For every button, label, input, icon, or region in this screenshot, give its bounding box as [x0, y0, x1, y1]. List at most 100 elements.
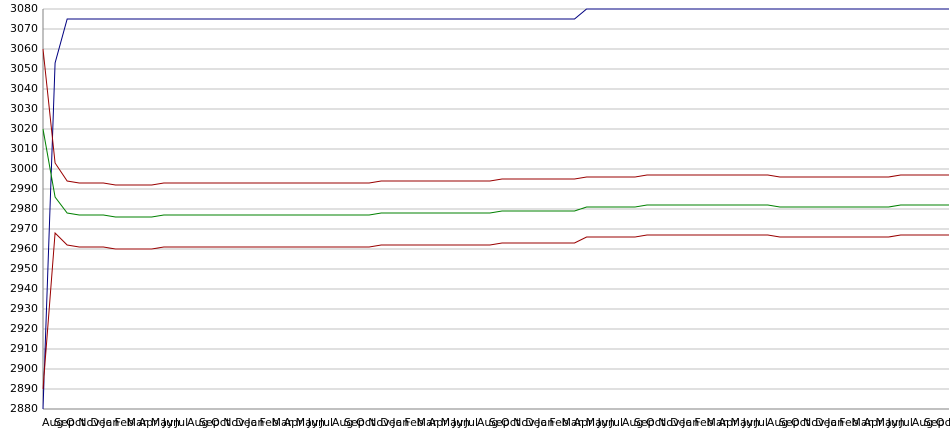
- x-tick-label: Dec: [815, 416, 836, 429]
- x-tick-label: Aug: [42, 416, 63, 429]
- y-tick-label: 2990: [10, 182, 38, 195]
- y-tick-label: 3070: [10, 22, 38, 35]
- x-tick-label: Apr: [139, 416, 159, 429]
- x-tick-label: Nov: [78, 416, 100, 429]
- x-tick-label: Jun: [597, 416, 615, 429]
- x-tick-label: Aug: [912, 416, 933, 429]
- y-tick-label: 2940: [10, 282, 38, 295]
- x-tick-label: Nov: [368, 416, 390, 429]
- y-tick-label: 3050: [10, 62, 38, 75]
- x-tick-label: Jan: [101, 416, 119, 429]
- y-tick-label: 3020: [10, 122, 38, 135]
- x-tick-label: Sep: [54, 416, 75, 429]
- x-tick-label: Mar: [127, 416, 148, 429]
- x-tick-label: Oct: [501, 416, 521, 429]
- x-tick-label: Jan: [536, 416, 554, 429]
- x-tick-label: Jul: [754, 416, 768, 429]
- x-tick-label: Oct: [791, 416, 811, 429]
- x-tick-label: Feb: [259, 416, 278, 429]
- y-tick-label: 2970: [10, 222, 38, 235]
- y-tick-label: 3040: [10, 82, 38, 95]
- x-tick-label: Feb: [839, 416, 858, 429]
- x-tick-label: Oct: [211, 416, 231, 429]
- x-tick-label: Dec: [235, 416, 256, 429]
- x-tick-label: Sep: [199, 416, 220, 429]
- x-tick-label: Oct: [936, 416, 950, 429]
- x-tick-label: Jul: [899, 416, 913, 429]
- x-tick-label: Aug: [187, 416, 208, 429]
- y-tick-label: 2920: [10, 322, 38, 335]
- x-tick-label: Jul: [464, 416, 478, 429]
- y-tick-label: 3030: [10, 102, 38, 115]
- x-tick-label: Sep: [924, 416, 945, 429]
- x-tick-label: Nov: [513, 416, 535, 429]
- x-tick-label: Feb: [549, 416, 568, 429]
- x-tick-label: May: [441, 416, 464, 429]
- x-tick-label: Apr: [574, 416, 594, 429]
- y-tick-label: 2880: [10, 402, 38, 415]
- x-tick-label: May: [731, 416, 754, 429]
- series-line: [42, 231, 949, 390]
- x-tick-label: Jun: [307, 416, 325, 429]
- x-tick-label: Oct: [356, 416, 376, 429]
- x-tick-label: Apr: [863, 416, 883, 429]
- x-tick-label: Nov: [948, 416, 950, 429]
- x-tick-label: Feb: [404, 416, 423, 429]
- series-line: [42, 8, 949, 410]
- x-tick-label: Sep: [489, 416, 510, 429]
- x-tick-label: Apr: [284, 416, 304, 429]
- x-tick-label: Dec: [90, 416, 111, 429]
- x-tick-label: Mar: [706, 416, 727, 429]
- series-line: [42, 48, 949, 186]
- x-tick-label: Dec: [380, 416, 401, 429]
- x-tick-label: Sep: [634, 416, 655, 429]
- x-tick-label: Jan: [246, 416, 264, 429]
- x-tick-label: Jul: [319, 416, 333, 429]
- x-tick-label: Aug: [477, 416, 498, 429]
- x-tick-label: May: [586, 416, 609, 429]
- x-tick-label: Jul: [174, 416, 188, 429]
- y-tick-label: 3000: [10, 162, 38, 175]
- x-tick-label: May: [151, 416, 174, 429]
- x-tick-label: Sep: [779, 416, 800, 429]
- y-tick-label: 3080: [10, 2, 38, 15]
- x-tick-label: Jun: [742, 416, 760, 429]
- y-tick-label: 2960: [10, 242, 38, 255]
- y-tick-label: 3060: [10, 42, 38, 55]
- series-line: [42, 128, 949, 218]
- x-tick-label: Mar: [851, 416, 872, 429]
- x-tick-label: Apr: [429, 416, 449, 429]
- y-tick-label: 2930: [10, 302, 38, 315]
- y-tick-label: 2980: [10, 202, 38, 215]
- x-tick-label: Feb: [114, 416, 133, 429]
- x-tick-label: Mar: [416, 416, 437, 429]
- y-tick-label: 2950: [10, 262, 38, 275]
- x-tick-label: Feb: [694, 416, 713, 429]
- x-tick-label: Sep: [344, 416, 365, 429]
- x-tick-label: Mar: [561, 416, 582, 429]
- x-tick-label: Nov: [223, 416, 245, 429]
- x-tick-label: Jan: [826, 416, 844, 429]
- x-tick-label: Nov: [658, 416, 680, 429]
- x-tick-label: Oct: [66, 416, 86, 429]
- x-tick-label: Jun: [162, 416, 180, 429]
- x-tick-label: May: [876, 416, 899, 429]
- x-tick-label: Mar: [272, 416, 293, 429]
- x-tick-label: Jun: [452, 416, 470, 429]
- x-tick-label: Oct: [646, 416, 666, 429]
- x-tick-label: Nov: [803, 416, 825, 429]
- x-tick-label: Jan: [391, 416, 409, 429]
- x-tick-label: Apr: [718, 416, 738, 429]
- x-tick-label: Jun: [887, 416, 905, 429]
- y-tick-label: 2910: [10, 342, 38, 355]
- x-tick-label: Jan: [681, 416, 699, 429]
- y-tick-label: 2900: [10, 362, 38, 375]
- y-tick-label: 2890: [10, 382, 38, 395]
- y-tick-label: 3010: [10, 142, 38, 155]
- x-tick-label: Dec: [670, 416, 691, 429]
- x-tick-label: Aug: [332, 416, 353, 429]
- x-tick-label: Aug: [622, 416, 643, 429]
- x-tick-label: Dec: [525, 416, 546, 429]
